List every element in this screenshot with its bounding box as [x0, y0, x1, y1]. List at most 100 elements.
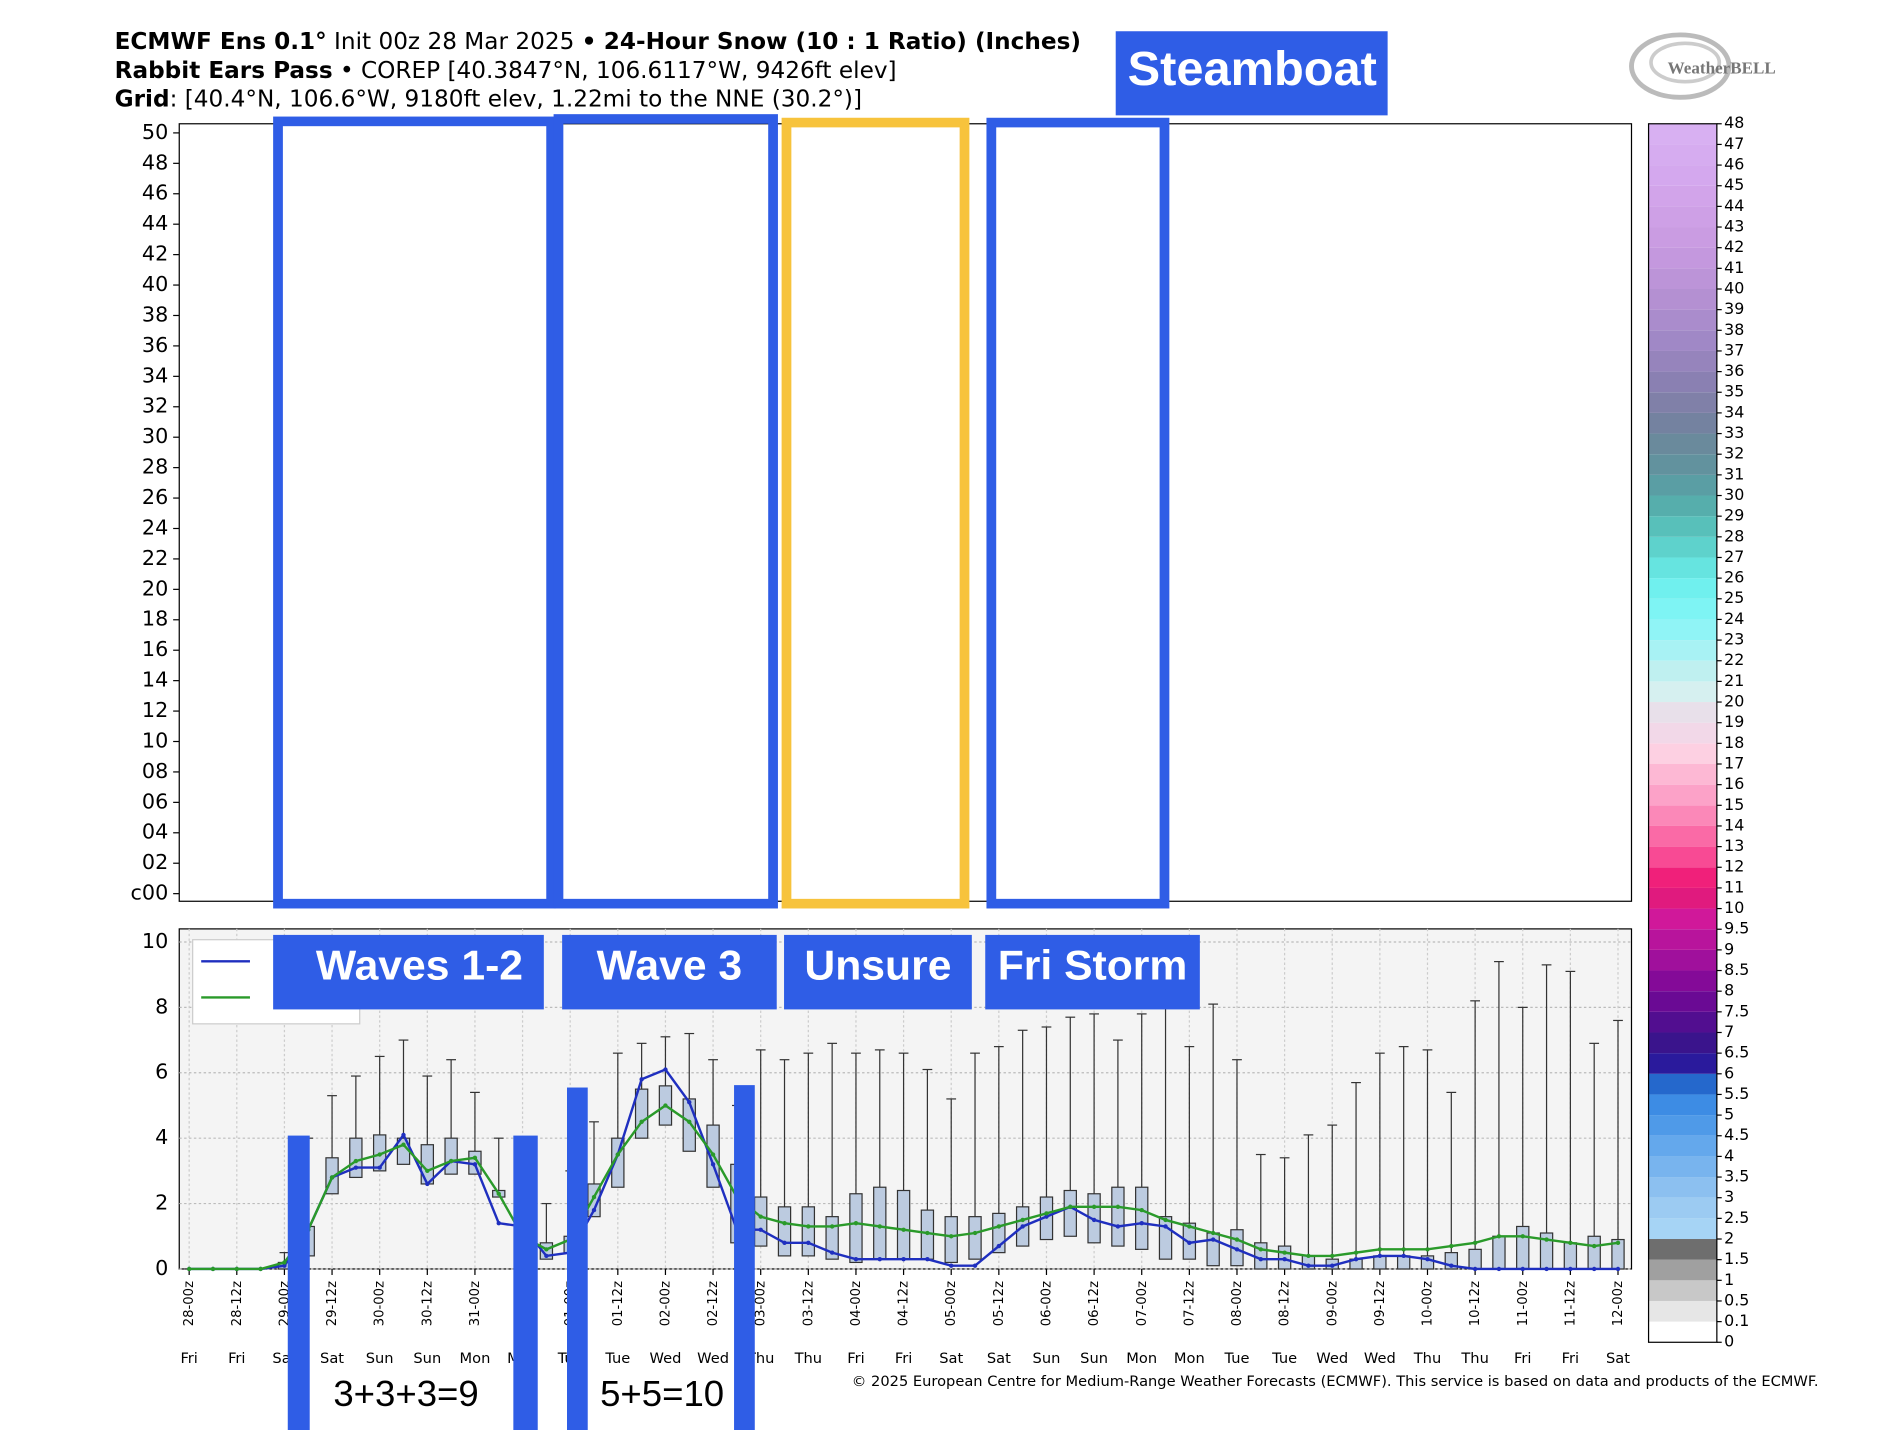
y-tick-label: 0 [155, 1256, 168, 1280]
colorbar-segment [1648, 1073, 1717, 1095]
series-point [1330, 1263, 1335, 1268]
series-point [1115, 1204, 1121, 1210]
colorbar-segment [1648, 1197, 1717, 1219]
colorbar-label: 1 [1724, 1270, 1734, 1289]
series-point [1282, 1257, 1287, 1262]
colorbar-label: 23 [1724, 630, 1744, 649]
colorbar-label: 2.5 [1724, 1208, 1749, 1227]
series-point [1044, 1214, 1049, 1219]
colorbar-label: 38 [1724, 320, 1744, 339]
series-point [1472, 1266, 1478, 1272]
series-point [1068, 1204, 1073, 1210]
y-tick-label: 6 [155, 1060, 168, 1084]
colorbar-segment [1648, 908, 1717, 930]
x-tick-label: 09-00z [1325, 1281, 1340, 1326]
series-point [472, 1155, 478, 1160]
series-point [1210, 1237, 1216, 1242]
colorbar-segment [1648, 495, 1717, 517]
y-tick-label: 34 [142, 363, 168, 387]
colorbar-label: 3 [1724, 1187, 1734, 1206]
colorbar-label: 30 [1724, 485, 1744, 504]
box [968, 1216, 982, 1260]
colorbar-label: 9 [1724, 939, 1734, 958]
series-point [282, 1263, 287, 1268]
series-point [972, 1263, 978, 1268]
series-point [1615, 1266, 1621, 1272]
day-label: Sat [1606, 1351, 1630, 1367]
series-point [1258, 1247, 1263, 1252]
x-tick-label: 05-00z [944, 1281, 959, 1326]
series-point [1115, 1224, 1121, 1229]
box [349, 1137, 363, 1179]
series-point [1401, 1253, 1406, 1259]
annotation: Fri Storm [998, 942, 1188, 989]
series-point [1091, 1204, 1097, 1210]
colorbar-label: 28 [1724, 526, 1744, 545]
series-point [1591, 1266, 1597, 1272]
colorbar-label: 41 [1724, 258, 1744, 277]
series-point [1282, 1250, 1287, 1255]
series-point [1591, 1243, 1597, 1249]
box [444, 1137, 458, 1175]
series-point [806, 1224, 811, 1229]
series-point [758, 1227, 763, 1232]
point: • COREP [40.3847°N, 106.6117°W, 9426ft e… [340, 57, 897, 83]
x-tick-label: 02-12z [706, 1281, 721, 1326]
series-point [1472, 1240, 1478, 1245]
colorbar-frame [1647, 123, 1718, 1343]
colorbar-segment [1648, 991, 1717, 1012]
overlay-boxes [273, 114, 1170, 909]
y-tick-label: 14 [142, 668, 168, 692]
x-tick-label: 07-00z [1135, 1281, 1150, 1326]
x-tick-label: 29-12z [325, 1281, 340, 1326]
series-point [210, 1266, 216, 1272]
series-point [234, 1266, 239, 1272]
x-tick-label: 08-00z [1230, 1281, 1245, 1326]
header-line-2: Rabbit Ears Pass • COREP [40.3847°N, 106.… [115, 57, 897, 83]
colorbar-segment [1648, 474, 1717, 496]
colorbar-label: 22 [1724, 650, 1744, 669]
colorbar-label: 14 [1724, 816, 1744, 835]
colorbar-label: 25 [1724, 588, 1744, 607]
colorbar-label: 4 [1724, 1146, 1734, 1165]
colorbar-segment [1648, 371, 1717, 393]
colorbar-label: 31 [1724, 464, 1744, 483]
x-tick-label: 03-12z [801, 1281, 816, 1326]
colorbar-label: 0.5 [1724, 1291, 1749, 1310]
day-label: Thu [1460, 1351, 1488, 1367]
day-label: Sun [366, 1351, 394, 1367]
series-point [663, 1067, 668, 1072]
day-label: Mon [460, 1351, 491, 1367]
y-tick-label: 32 [142, 394, 168, 418]
x-tick-label: 05-12z [992, 1281, 1007, 1326]
series-point [1353, 1257, 1359, 1262]
overlay-bars [273, 31, 1388, 1430]
series-point [996, 1243, 1002, 1249]
colorbar-label: 8 [1724, 981, 1734, 1000]
series-point [1520, 1266, 1525, 1272]
day-label: Sat [987, 1351, 1011, 1367]
annotation: Waves 1-2 [316, 942, 523, 989]
box [682, 1098, 696, 1152]
y-tick-label: 06 [142, 789, 168, 813]
colorbar-segment [1648, 846, 1717, 868]
day-label: Mon [1126, 1351, 1157, 1367]
series-point [1163, 1217, 1168, 1223]
x-tick-label: 04-00z [849, 1281, 864, 1326]
colorbar-label: 37 [1724, 341, 1744, 360]
colorbar-label: 34 [1724, 402, 1744, 421]
box [1135, 1186, 1149, 1250]
series-point [1091, 1217, 1097, 1223]
colorbar-label: 5 [1724, 1105, 1734, 1124]
series-point [544, 1247, 549, 1252]
colorbar-segment [1648, 288, 1717, 310]
colorbar-label: 27 [1724, 547, 1744, 566]
colorbar-segment [1648, 1280, 1717, 1301]
series-point [782, 1221, 787, 1226]
series-point [425, 1181, 430, 1187]
box [1158, 1216, 1173, 1260]
annotation: Wave 3 [597, 942, 742, 989]
y-tick-label: 30 [142, 424, 168, 448]
